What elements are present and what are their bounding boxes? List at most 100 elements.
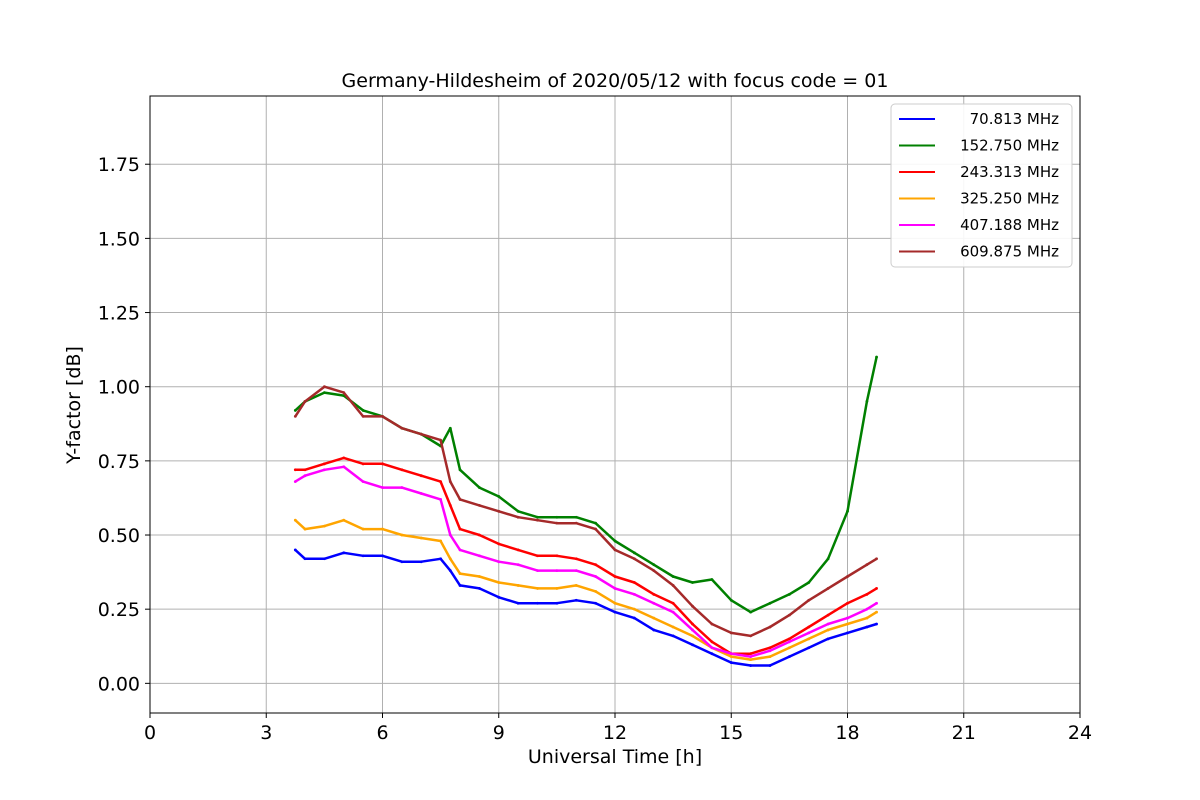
data-point [419, 432, 423, 436]
data-point [749, 658, 753, 662]
y-tick-label: 0.75 [98, 451, 140, 473]
data-point [594, 575, 598, 578]
data-point [826, 628, 830, 632]
data-point [293, 414, 297, 418]
data-point [574, 584, 578, 587]
data-point [342, 456, 346, 460]
data-point [875, 587, 878, 590]
legend-label: 325.250 MHz [960, 190, 1059, 208]
series-layer [293, 355, 878, 667]
data-point [865, 400, 869, 403]
data-point [594, 563, 598, 567]
data-point [419, 474, 423, 478]
data-point [555, 587, 559, 590]
data-point [768, 646, 772, 650]
data-point [613, 601, 617, 605]
data-point [381, 554, 384, 558]
y-tick-label: 0.25 [98, 599, 140, 621]
data-point [536, 518, 539, 522]
data-point [632, 607, 636, 611]
data-point [768, 625, 772, 629]
data-point [477, 533, 481, 537]
data-point [516, 509, 520, 513]
data-point [477, 486, 481, 489]
data-point [807, 637, 811, 641]
data-point [400, 426, 404, 430]
data-point [749, 655, 753, 659]
x-tick-label: 0 [144, 722, 156, 744]
data-point [342, 518, 346, 522]
data-point [671, 584, 675, 587]
data-point [448, 503, 452, 507]
y-tick-label: 0.50 [98, 525, 140, 547]
data-point [303, 557, 307, 561]
data-point [322, 462, 326, 466]
data-point [555, 601, 559, 605]
data-point [448, 533, 452, 537]
data-point [574, 521, 578, 525]
data-point [477, 575, 481, 578]
data-point [361, 480, 365, 484]
data-point [497, 509, 501, 513]
data-point [875, 610, 878, 614]
data-point [691, 634, 694, 638]
data-point [516, 584, 520, 587]
legend-box [890, 103, 1073, 268]
x-tick-label: 3 [260, 722, 272, 744]
x-axis-label: Universal Time [h] [528, 746, 702, 768]
data-point [846, 631, 849, 635]
data-point [826, 613, 830, 617]
data-point [574, 515, 578, 519]
data-point [361, 527, 365, 531]
data-point [865, 563, 869, 567]
x-tick-label: 24 [1068, 722, 1092, 744]
legend-label: 407.188 MHz [960, 216, 1059, 234]
data-point [555, 521, 559, 525]
data-point [691, 604, 694, 608]
data-point [361, 554, 365, 558]
data-point [865, 592, 869, 596]
data-point [477, 503, 481, 507]
data-point [652, 601, 656, 605]
data-point [807, 625, 811, 629]
data-point [342, 391, 346, 395]
data-point [749, 652, 753, 656]
data-point [632, 592, 636, 596]
data-point [749, 664, 753, 667]
data-point [846, 616, 849, 620]
data-point [729, 631, 733, 635]
data-point [652, 592, 656, 596]
data-point [826, 637, 830, 641]
legend: 70.813 MHz 152.750 MHz 243.313 MHz 325.250 … [890, 103, 1073, 268]
data-point [807, 631, 811, 635]
data-point [293, 548, 297, 552]
data-point [768, 601, 772, 605]
data-point [439, 498, 443, 501]
data-point [439, 438, 443, 442]
data-point [293, 480, 297, 484]
data-point [381, 486, 384, 489]
data-point [749, 610, 753, 614]
data-point [516, 515, 520, 519]
data-point [419, 492, 423, 495]
data-point [632, 551, 636, 555]
data-point [691, 628, 694, 632]
data-point [613, 575, 617, 578]
data-point [361, 409, 365, 412]
data-point [400, 468, 404, 472]
chart-title: Germany-Hildesheim of 2020/05/12 with fo… [342, 70, 889, 92]
data-point [400, 486, 404, 489]
data-point [865, 616, 869, 620]
data-point [361, 414, 365, 418]
data-point [787, 637, 791, 641]
data-point [448, 426, 452, 430]
data-point [671, 610, 675, 614]
data-point [381, 462, 384, 466]
data-point [497, 595, 501, 599]
legend-label: 70.813 MHz [970, 110, 1059, 128]
data-point [729, 661, 733, 664]
data-point [439, 539, 443, 543]
data-point [710, 640, 714, 644]
y-tick-label: 1.50 [98, 228, 140, 250]
data-point [303, 474, 307, 478]
